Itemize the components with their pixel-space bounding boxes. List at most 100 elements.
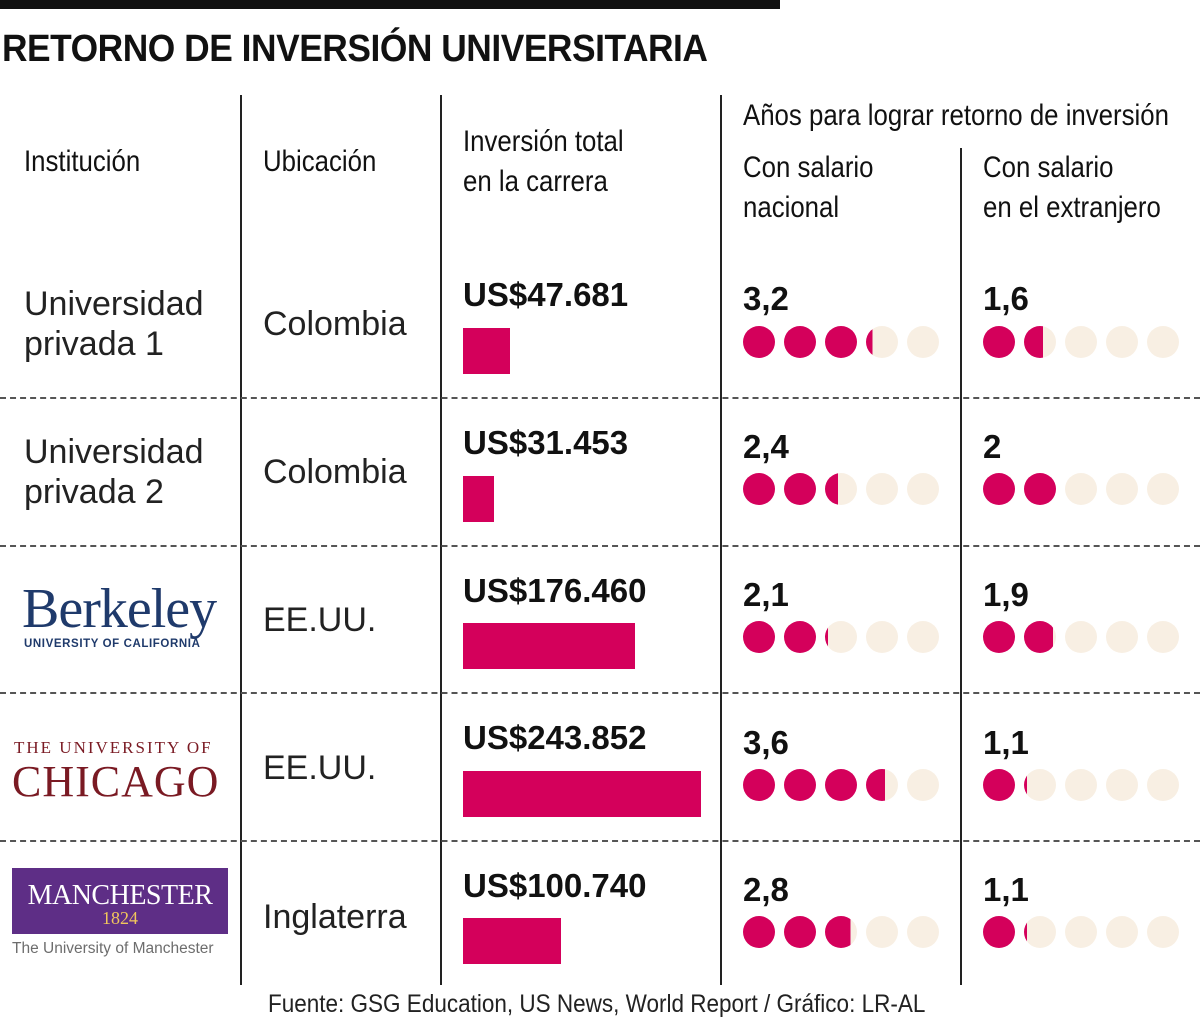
header-institution: Institución	[24, 145, 141, 178]
years-national-dots	[743, 473, 943, 505]
year-dot	[1106, 473, 1138, 505]
year-dot	[743, 326, 775, 358]
row-separator	[0, 397, 1200, 399]
year-dot	[784, 769, 816, 801]
chart-title: RETORNO DE INVERSIÓN UNIVERSITARIA	[2, 28, 708, 70]
years-foreign-dots	[983, 326, 1183, 358]
year-dot	[866, 621, 898, 653]
investment-label: US$176.460	[463, 572, 647, 609]
location-label: Inglaterra	[263, 898, 407, 936]
years-foreign-label: 2	[983, 428, 1002, 465]
investment-label: US$31.453	[463, 424, 629, 461]
year-dot	[983, 326, 1015, 358]
year-dot	[866, 473, 898, 505]
year-dot	[866, 769, 898, 801]
years-national-dots	[743, 916, 943, 948]
institution-name-line2: privada 2	[24, 473, 164, 511]
year-dot	[983, 473, 1015, 505]
year-dot	[1147, 326, 1179, 358]
manchester-logo-year: 1824	[102, 908, 138, 928]
row-separator	[0, 545, 1200, 547]
years-national-dots	[743, 769, 943, 801]
institution-name-line2: privada 1	[24, 325, 164, 363]
header-investment-line1: Inversión total	[463, 125, 624, 158]
header-location: Ubicación	[263, 145, 377, 178]
year-dot	[743, 621, 775, 653]
manchester-logo: MANCHESTER 1824 The University of Manche…	[12, 868, 230, 960]
investment-label: US$47.681	[463, 276, 629, 313]
year-dot	[866, 326, 898, 358]
manchester-logo-subtitle: The University of Manchester	[12, 940, 214, 957]
year-dot	[1065, 621, 1097, 653]
investment-bar	[463, 771, 701, 817]
year-dot	[743, 769, 775, 801]
year-dot	[1065, 916, 1097, 948]
divider-investment-years	[720, 95, 722, 985]
chicago-logo: THE UNIVERSITY OF CHICAGO	[12, 738, 232, 808]
year-dot	[1065, 473, 1097, 505]
year-dot	[1147, 916, 1179, 948]
manchester-logo-wordmark: MANCHESTER	[27, 880, 213, 911]
year-dot	[983, 769, 1015, 801]
year-dot	[866, 916, 898, 948]
years-national-label: 3,2	[743, 280, 789, 317]
year-dot	[825, 326, 857, 358]
year-dot	[784, 326, 816, 358]
berkeley-logo-subtitle: UNIVERSITY OF CALIFORNIA	[24, 638, 201, 650]
year-dot	[1106, 769, 1138, 801]
header-national-line1: Con salario	[743, 151, 874, 184]
header-investment-line2: en la carrera	[463, 165, 608, 198]
investment-label: US$100.740	[463, 867, 647, 904]
year-dot	[1106, 326, 1138, 358]
year-dot	[1024, 326, 1056, 358]
investment-label: US$243.852	[463, 719, 647, 756]
year-dot	[784, 916, 816, 948]
year-dot	[907, 916, 939, 948]
years-national-label: 2,4	[743, 428, 789, 465]
year-dot	[983, 621, 1015, 653]
row-separator	[0, 692, 1200, 694]
year-dot	[784, 473, 816, 505]
top-rule	[0, 0, 780, 9]
institution-name-line1: Universidad	[24, 285, 204, 323]
year-dot	[743, 916, 775, 948]
institution-name-line1: Universidad	[24, 433, 204, 471]
header-foreign-line1: Con salario	[983, 151, 1114, 184]
years-national-dots	[743, 621, 943, 653]
years-foreign-label: 1,9	[983, 576, 1029, 613]
year-dot	[1024, 473, 1056, 505]
year-dot	[1147, 621, 1179, 653]
years-national-dots	[743, 326, 943, 358]
header-years-group: Años para lograr retorno de inversión	[743, 99, 1169, 132]
year-dot	[1065, 769, 1097, 801]
year-dot	[983, 916, 1015, 948]
berkeley-logo-wordmark: Berkeley	[22, 578, 217, 640]
divider-location-investment	[440, 95, 442, 985]
year-dot	[1106, 916, 1138, 948]
year-dot	[825, 769, 857, 801]
years-foreign-label: 1,1	[983, 724, 1029, 761]
year-dot	[825, 621, 857, 653]
source-credit: Fuente: GSG Education, US News, World Re…	[268, 990, 926, 1018]
row-separator	[0, 840, 1200, 842]
year-dot	[1065, 326, 1097, 358]
year-dot	[907, 621, 939, 653]
chicago-logo-top-line: THE UNIVERSITY OF	[14, 738, 213, 757]
location-label: Colombia	[263, 305, 407, 343]
years-foreign-dots	[983, 621, 1183, 653]
berkeley-logo: Berkeley UNIVERSITY OF CALIFORNIA	[22, 578, 232, 653]
year-dot	[1147, 473, 1179, 505]
chicago-logo-wordmark: CHICAGO	[12, 757, 220, 806]
investment-bar	[463, 918, 561, 964]
years-foreign-dots	[983, 916, 1183, 948]
year-dot	[907, 769, 939, 801]
year-dot	[907, 326, 939, 358]
year-dot	[1147, 769, 1179, 801]
years-foreign-dots	[983, 473, 1183, 505]
year-dot	[743, 473, 775, 505]
year-dot	[907, 473, 939, 505]
manchester-logo-box	[12, 868, 228, 934]
location-label: Colombia	[263, 453, 407, 491]
investment-bar	[463, 623, 635, 669]
year-dot	[784, 621, 816, 653]
